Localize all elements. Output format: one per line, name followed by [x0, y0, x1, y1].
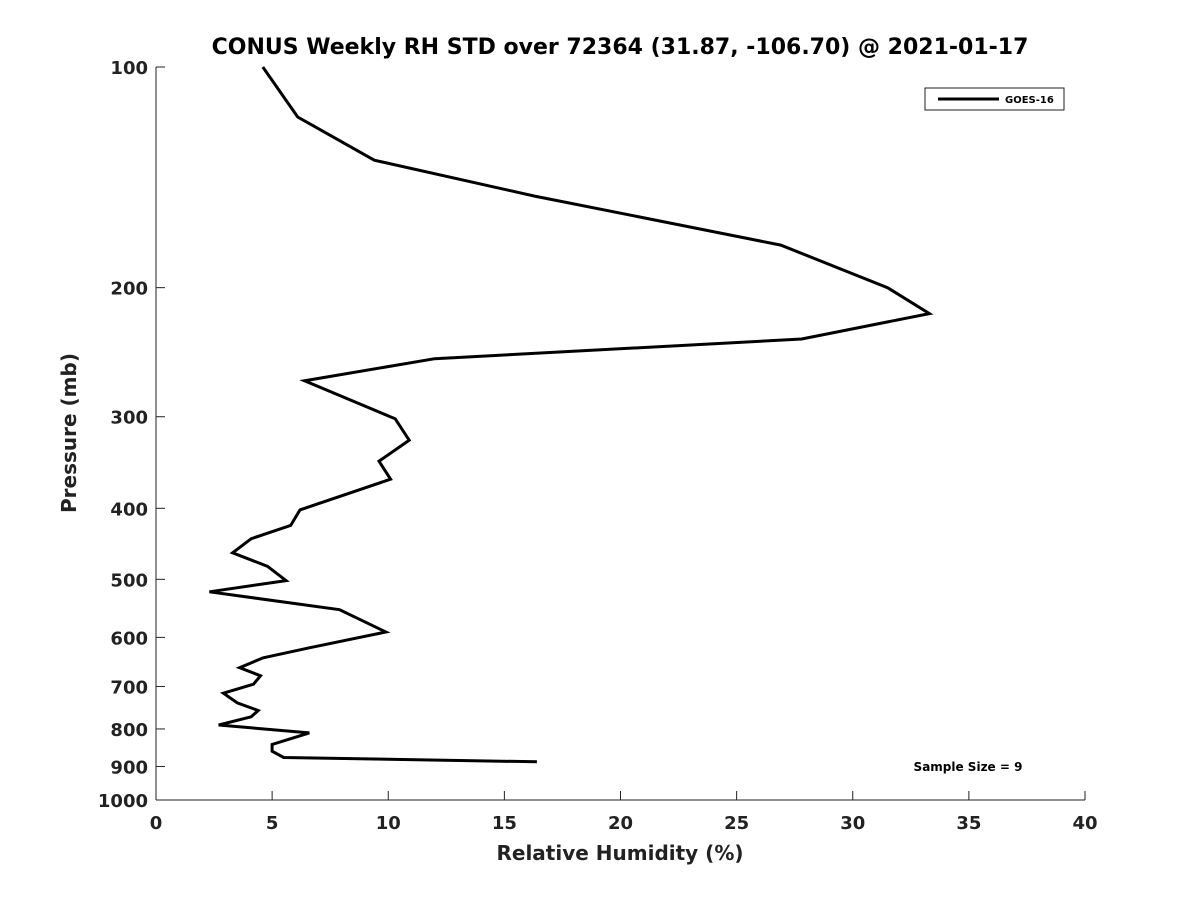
x-tick-label: 5	[266, 813, 279, 834]
x-tick-label: 0	[150, 813, 163, 834]
y-tick-label: 700	[110, 677, 148, 698]
x-tick-label: 20	[608, 813, 633, 834]
x-tick-label: 25	[724, 813, 749, 834]
y-tick-label: 1000	[98, 791, 148, 812]
y-tick-label: 800	[110, 720, 148, 741]
series-line-goes16	[209, 66, 934, 764]
y-tick-label: 200	[110, 279, 148, 300]
chart-title: CONUS Weekly RH STD over 72364 (31.87, -…	[212, 35, 1029, 60]
x-tick-label: 40	[1072, 813, 1097, 834]
x-tick-label: 10	[376, 813, 401, 834]
sample-size-annotation: Sample Size = 9	[914, 760, 1023, 774]
x-ticks: 0 5 10 15 20 25 30 35 40	[150, 791, 1098, 834]
legend: GOES-16	[924, 87, 1065, 111]
y-tick-label: 900	[110, 757, 148, 778]
y-tick-label: 300	[110, 408, 148, 429]
plot-area: 0 5 10 15 20 25 30 35 40 100 200 300 400 500 600 700 80…	[98, 58, 1098, 834]
y-axis-label: Pressure (mb)	[57, 353, 81, 513]
x-tick-label: 35	[956, 813, 981, 834]
x-tick-label: 30	[840, 813, 865, 834]
y-ticks: 100 200 300 400 500 600 700 800 900 1000	[98, 58, 165, 812]
legend-label-goes16: GOES-16	[1005, 95, 1054, 106]
y-tick-label: 100	[110, 58, 148, 79]
y-tick-label: 400	[110, 499, 148, 520]
y-tick-label: 500	[110, 570, 148, 591]
y-tick-label: 600	[110, 628, 148, 649]
x-axis-label: Relative Humidity (%)	[496, 841, 743, 865]
x-tick-label: 15	[492, 813, 517, 834]
